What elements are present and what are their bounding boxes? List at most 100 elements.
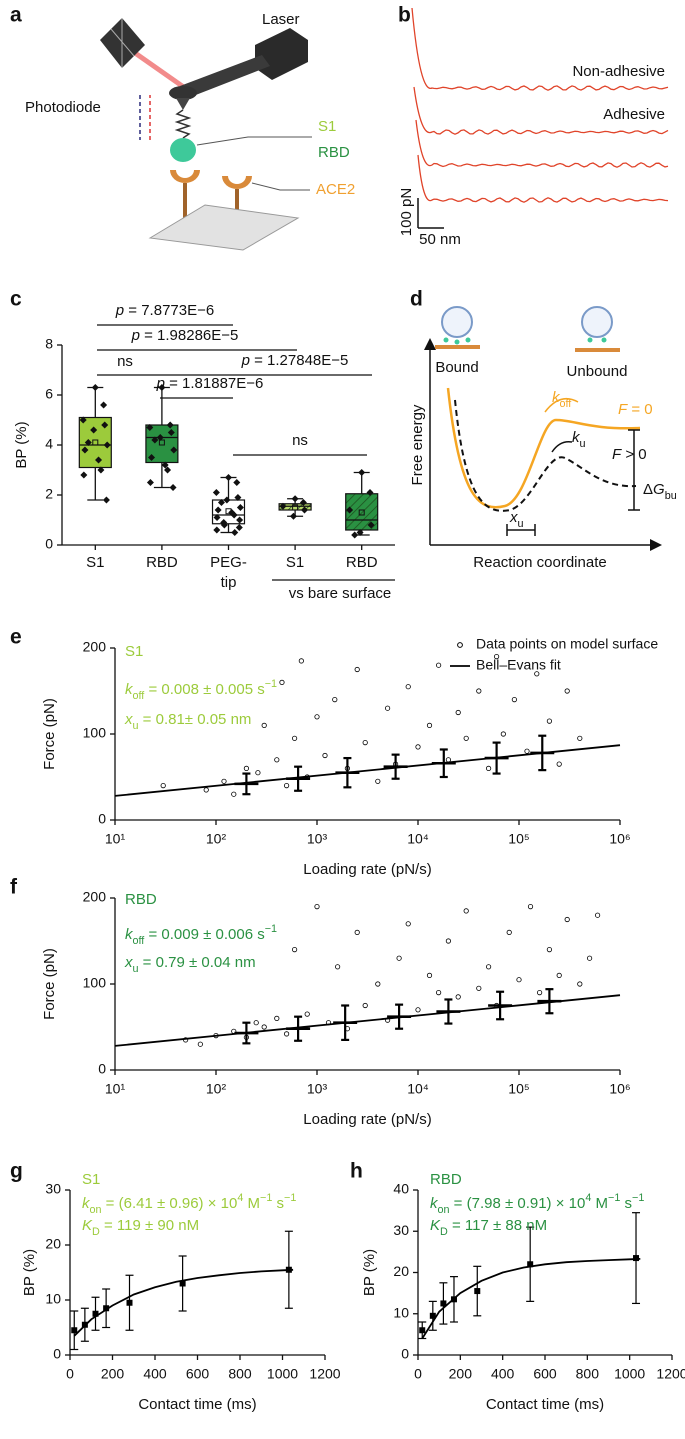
text-part: u	[133, 963, 139, 975]
x-tick-label: 1200	[656, 1366, 685, 1382]
schematic-shape	[169, 86, 197, 100]
legend-label: Data points on model surface	[476, 636, 658, 652]
data-point	[476, 688, 482, 694]
y-tick-label: 30	[45, 1181, 61, 1197]
schematic-shape	[424, 338, 436, 350]
y-tick-label: 8	[45, 336, 53, 352]
spike	[587, 337, 593, 343]
data-point	[346, 506, 354, 514]
text-part: M	[243, 1195, 260, 1212]
x-axis-label: Loading rate (pN/s)	[303, 861, 431, 878]
text-part: s	[272, 1195, 284, 1212]
data-point	[524, 748, 530, 754]
scale-label: 50 nm	[419, 231, 461, 248]
data-point	[148, 454, 156, 461]
x-tick-label: 10³	[307, 1081, 328, 1097]
text-part: F	[618, 401, 628, 418]
data-point	[546, 946, 553, 953]
text-part: x	[124, 711, 133, 728]
y-tick-label: 20	[45, 1236, 61, 1252]
data-point	[586, 955, 593, 961]
data-point	[166, 421, 174, 429]
text-part: p	[131, 327, 140, 344]
data-point	[255, 770, 261, 776]
data-point	[485, 964, 492, 970]
legend-label: Bell–Evans fit	[476, 657, 561, 673]
data-point	[102, 496, 110, 504]
text-part: 4	[237, 1192, 243, 1204]
y-axis-label: Force (pN)	[41, 948, 58, 1020]
x-tick-label: S1	[286, 554, 304, 571]
data-point	[197, 1041, 203, 1047]
annotation: ku	[572, 429, 586, 450]
annotation: koff = 0.008 ± 0.005 s−1	[125, 678, 277, 702]
text-part: u	[518, 518, 524, 530]
data-point	[384, 705, 391, 711]
mean-point	[429, 1312, 436, 1319]
x-axis-label: Loading rate (pN/s)	[303, 1111, 431, 1128]
schematic-shape	[222, 176, 252, 189]
text-part: −1	[632, 1192, 644, 1204]
chart-title: RBD	[125, 891, 157, 908]
data-point	[445, 757, 452, 763]
data-point	[314, 903, 320, 910]
text-part: = 0.008 ± 0.005 s	[144, 681, 264, 698]
mean	[358, 509, 365, 516]
data-point	[95, 456, 103, 464]
text-part: off	[133, 690, 146, 702]
text-part: −1	[265, 678, 277, 690]
x-tick-label: 1000	[267, 1366, 298, 1382]
data-point	[289, 512, 297, 520]
text-part: G	[653, 481, 665, 498]
text-part: > 0	[621, 446, 646, 463]
text-part: = 1.98286E−5	[140, 327, 238, 344]
panel-label: c	[10, 288, 22, 311]
data-point	[527, 903, 534, 910]
data-point	[274, 1015, 280, 1022]
data-point	[213, 514, 221, 521]
x-tick-label: 10⁵	[508, 831, 529, 847]
y-axis-label: BP (%)	[361, 1249, 378, 1296]
x-tick-label: S1	[86, 554, 104, 571]
data-point	[234, 494, 242, 501]
x-axis-label: Contact time (ms)	[138, 1396, 256, 1413]
mean-point	[419, 1327, 426, 1334]
annotation: F > 0	[612, 446, 647, 463]
s1-label: S1	[318, 118, 336, 135]
schematic-shape	[581, 306, 613, 338]
data-point	[160, 782, 166, 789]
data-point	[516, 977, 522, 983]
schematic-shape	[251, 182, 310, 191]
data-point	[426, 722, 433, 729]
text-part: F	[612, 446, 622, 463]
text-part: k	[572, 429, 581, 446]
axis-label: Reaction coordinate	[473, 554, 606, 571]
text-part: on	[90, 1204, 102, 1216]
data-point	[594, 912, 601, 918]
x-tick-label: 10³	[307, 831, 328, 847]
data-point	[231, 529, 239, 536]
data-point	[214, 506, 222, 514]
data-point	[169, 484, 177, 491]
laser-label: Laser	[262, 11, 300, 28]
panel-label: b	[398, 4, 411, 27]
mean-point	[285, 1266, 292, 1273]
data-point	[279, 679, 285, 686]
y-tick-label: 10	[393, 1304, 409, 1320]
state-label: Bound	[435, 359, 478, 376]
mean-point	[474, 1288, 481, 1295]
text-part: K	[430, 1217, 441, 1234]
x-tick-label: 10²	[206, 1081, 227, 1097]
annotation: xu	[509, 509, 524, 530]
data-point	[415, 744, 421, 750]
y-tick-label: 4	[45, 436, 53, 452]
data-point	[299, 499, 307, 506]
text-part: k	[82, 1195, 91, 1212]
chart-title: RBD	[430, 1171, 462, 1188]
text-part: u	[133, 720, 139, 732]
data-point	[436, 662, 442, 668]
text-part: bu	[665, 490, 677, 502]
x-tick-label: 1200	[309, 1366, 340, 1382]
x-tick-label: 400	[491, 1366, 515, 1382]
schematic-shape	[196, 136, 312, 146]
